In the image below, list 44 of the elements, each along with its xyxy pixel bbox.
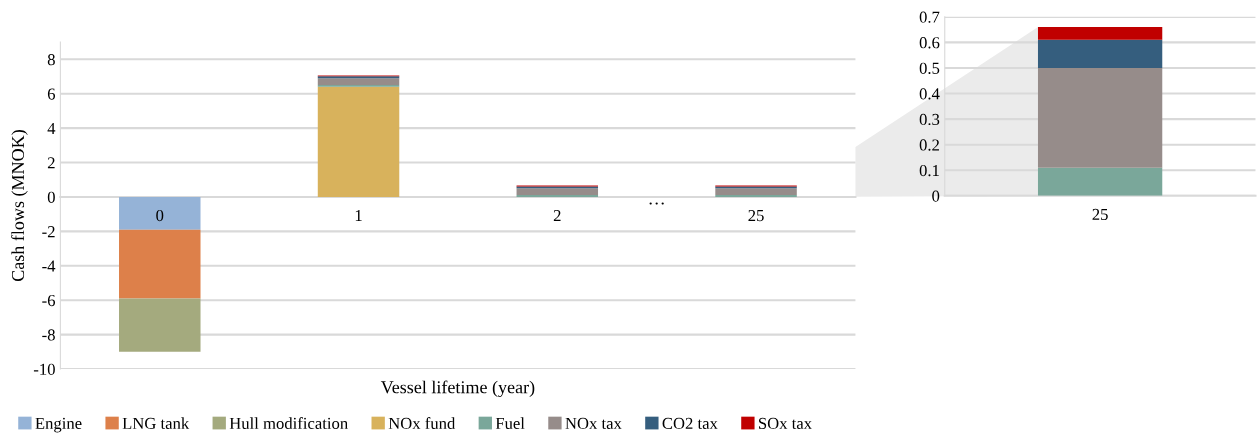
legend-label: NOx fund — [388, 417, 456, 429]
legend-label: LNG tank — [122, 417, 190, 429]
bar — [715, 188, 797, 196]
y-axis-title: Cash flows (MNOK) — [11, 130, 28, 282]
bar — [119, 298, 201, 352]
bar — [1037, 167, 1163, 196]
y-tick-label: -10 — [33, 363, 55, 375]
bar — [119, 229, 201, 299]
y-tick-label: 0.5 — [919, 62, 940, 74]
legend-label: CO2 tax — [662, 417, 718, 429]
annotation: ··· — [649, 202, 664, 205]
y-tick-label: 0 — [47, 191, 55, 203]
legend-label: Hull modification — [229, 417, 348, 429]
bar — [516, 188, 599, 196]
x-tick-label: 25 — [1092, 208, 1108, 221]
y-tick-label: 0.3 — [919, 113, 940, 126]
y-tick-label: -6 — [42, 294, 56, 307]
legend-label: Fuel — [495, 417, 525, 429]
y-tick-label: 4 — [47, 122, 56, 134]
bar — [1037, 39, 1163, 68]
bar — [1037, 27, 1163, 40]
y-tick-label: 0.7 — [919, 11, 940, 23]
y-tick-label: 0.6 — [919, 37, 940, 49]
x-tick-label: 2 — [553, 209, 561, 222]
y-tick-label: -4 — [42, 260, 56, 272]
x-axis-title: Vessel lifetime (year) — [380, 380, 535, 398]
bar — [119, 196, 201, 230]
y-tick-label: -8 — [42, 329, 55, 341]
x-tick-label: 0 — [156, 209, 164, 222]
y-tick-label: 0.4 — [919, 88, 940, 100]
legend-label: NOx tax — [565, 417, 622, 429]
y-tick-label: 6 — [47, 88, 56, 100]
bar — [317, 86, 400, 197]
y-tick-label: 0.2 — [919, 139, 939, 151]
x-tick-label: 1 — [355, 210, 362, 222]
x-tick-label: 25 — [748, 209, 764, 222]
legend-label: SOx tax — [759, 417, 812, 429]
y-tick-label: 0.1 — [919, 164, 939, 177]
legend-label: Engine — [35, 417, 82, 433]
bar — [317, 78, 400, 85]
y-tick-label: 2 — [47, 157, 55, 169]
y-tick-label: -2 — [42, 226, 55, 238]
y-tick-label: 8 — [47, 53, 55, 66]
y-tick-label: 0 — [932, 190, 940, 202]
